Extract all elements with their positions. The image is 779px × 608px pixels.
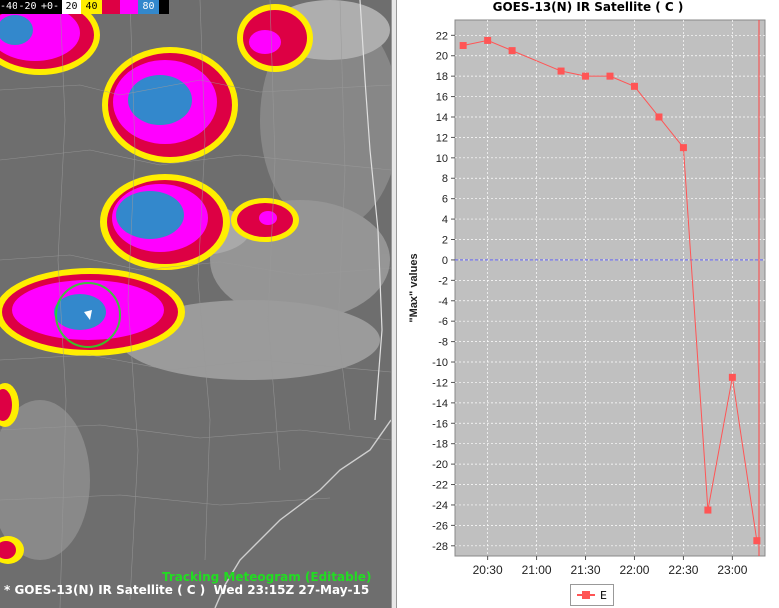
colorbar-cell xyxy=(120,0,138,14)
legend-series-label: E xyxy=(600,588,607,602)
x-tick-label: 21:30 xyxy=(571,563,601,577)
y-tick-label: 12 xyxy=(436,132,448,144)
y-tick-label: 14 xyxy=(436,112,448,124)
colorbar-cell: -40 xyxy=(0,0,19,14)
y-tick-label: -20 xyxy=(432,459,448,471)
meteogram-chart-panel[interactable]: 22 20 18 16 14 12 10 8 6 4 2 0 -2 -4 -6 -8 -10 -12 -14 -16-… xyxy=(397,0,779,608)
data-point xyxy=(459,42,467,50)
x-tick-label: 22:00 xyxy=(619,563,649,577)
data-point xyxy=(508,47,516,55)
y-tick-label: 2 xyxy=(442,235,448,247)
y-tick-label: -26 xyxy=(432,520,448,532)
data-point xyxy=(557,67,565,75)
y-tick-label: -12 xyxy=(432,377,448,389)
y-tick-label: 10 xyxy=(436,153,448,165)
colorbar-cell: -20 xyxy=(17,0,38,14)
y-tick-label: -22 xyxy=(432,480,448,492)
data-point xyxy=(484,36,492,44)
y-tick-label: -14 xyxy=(432,398,448,410)
y-tick-label: 6 xyxy=(442,194,448,206)
state-boundary xyxy=(359,0,383,421)
satellite-map-panel[interactable]: -40 -20 +0- 20 40 80 Tracking Meteogram (Edit… xyxy=(0,0,391,608)
colorbar-cell xyxy=(159,0,169,14)
satellite-image[interactable] xyxy=(0,0,391,608)
y-tick-label: 22 xyxy=(436,30,448,42)
chart-legend: E xyxy=(570,584,614,606)
colorbar-cell: +0- xyxy=(38,0,62,14)
y-tick-label: -28 xyxy=(432,541,448,553)
colorbar-cell: 40 xyxy=(81,0,102,14)
x-tick-label: 20:30 xyxy=(473,563,503,577)
meteogram-chart[interactable]: 2220181614121086420-2-4-6-8-10-12-14-16-… xyxy=(397,0,779,608)
data-point xyxy=(655,113,663,121)
y-tick-label: -24 xyxy=(432,500,448,512)
chart-title: GOES-13(N) IR Satellite ( C ) xyxy=(492,0,684,14)
data-point xyxy=(630,82,638,90)
colorbar-cell: 20 xyxy=(62,0,81,14)
x-tick-label: 21:00 xyxy=(522,563,552,577)
colorbar: -40 -20 +0- 20 40 80 xyxy=(0,0,169,14)
map-caption: * GOES-13(N) IR Satellite ( C ) Wed 23:1… xyxy=(4,583,370,597)
y-tick-label: 18 xyxy=(436,71,448,83)
y-tick-label: 0 xyxy=(442,255,448,267)
y-tick-label: -2 xyxy=(438,275,448,287)
panel-divider[interactable] xyxy=(391,0,397,608)
tracking-circle[interactable] xyxy=(55,282,121,348)
data-point xyxy=(606,72,614,80)
y-tick-label: 8 xyxy=(442,173,448,185)
data-point xyxy=(704,506,712,514)
legend-series-swatch xyxy=(577,591,595,599)
county-boundaries xyxy=(0,0,391,608)
tracking-meteogram-label[interactable]: Tracking Meteogram (Editable) xyxy=(162,570,372,584)
y-tick-label: -16 xyxy=(432,418,448,430)
series-line xyxy=(463,39,758,541)
colorbar-cell xyxy=(102,0,120,14)
y-tick-label: 4 xyxy=(442,214,448,226)
tracking-marker-icon xyxy=(84,310,92,320)
y-tick-label: -10 xyxy=(432,357,448,369)
y-tick-label: 20 xyxy=(436,51,448,63)
data-point xyxy=(753,537,761,545)
y-axis-label: "Max" values xyxy=(408,253,420,322)
data-point xyxy=(582,72,590,80)
coastline xyxy=(214,419,391,608)
y-tick-label: -4 xyxy=(438,296,448,308)
x-tick-label: 22:30 xyxy=(668,563,698,577)
x-tick-label: 23:00 xyxy=(717,563,747,577)
plot-area xyxy=(454,19,766,557)
y-tick-label: -18 xyxy=(432,439,448,451)
data-point xyxy=(728,373,736,381)
y-tick-label: -8 xyxy=(438,337,448,349)
y-tick-label: 16 xyxy=(436,92,448,104)
y-tick-label: -6 xyxy=(438,316,448,328)
data-point xyxy=(679,144,687,152)
colorbar-cell: 80 xyxy=(138,0,159,14)
